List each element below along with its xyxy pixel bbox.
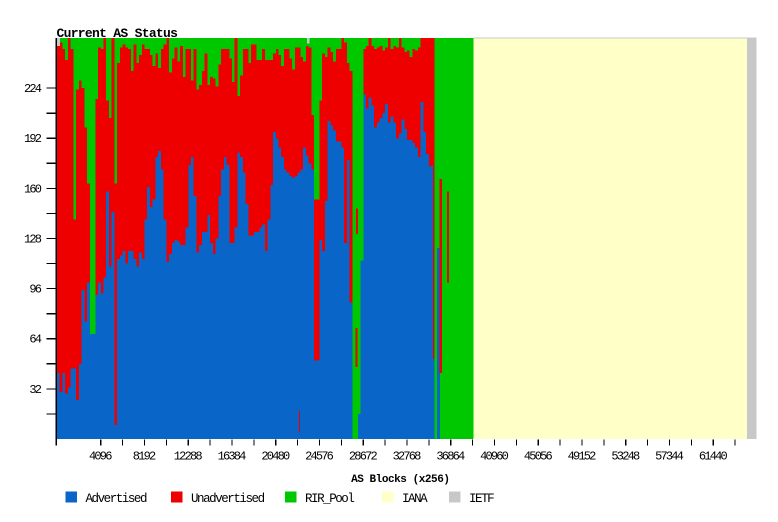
svg-text:192: 192 [24, 132, 42, 146]
svg-text:24576: 24576 [305, 450, 334, 464]
svg-text:40960: 40960 [480, 450, 509, 464]
svg-text:96: 96 [29, 283, 41, 297]
svg-text:Current AS Status: Current AS Status [57, 26, 179, 41]
svg-text:61440: 61440 [699, 450, 728, 464]
svg-text:Advertised: Advertised [86, 492, 147, 506]
svg-text:64: 64 [29, 333, 41, 347]
svg-text:32: 32 [29, 383, 41, 397]
svg-text:53248: 53248 [611, 450, 640, 464]
svg-text:32768: 32768 [393, 450, 422, 464]
svg-text:4096: 4096 [89, 450, 112, 464]
svg-text:36864: 36864 [436, 450, 465, 464]
svg-text:160: 160 [24, 182, 42, 196]
svg-text:45056: 45056 [524, 450, 553, 464]
svg-text:57344: 57344 [655, 450, 684, 464]
svg-text:49152: 49152 [568, 450, 597, 464]
svg-text:12288: 12288 [174, 450, 203, 464]
svg-text:IETF: IETF [469, 492, 494, 506]
svg-text:8192: 8192 [133, 450, 156, 464]
svg-text:128: 128 [24, 232, 42, 246]
svg-text:28672: 28672 [349, 450, 378, 464]
svg-text:16384: 16384 [218, 450, 247, 464]
svg-text:Unadvertised: Unadvertised [191, 492, 265, 506]
svg-text:IANA: IANA [402, 492, 428, 506]
svg-text:RIR_Pool: RIR_Pool [305, 492, 354, 506]
svg-text:AS Blocks (x256): AS Blocks (x256) [351, 474, 449, 486]
svg-text:224: 224 [24, 82, 42, 96]
svg-text:20480: 20480 [261, 450, 290, 464]
